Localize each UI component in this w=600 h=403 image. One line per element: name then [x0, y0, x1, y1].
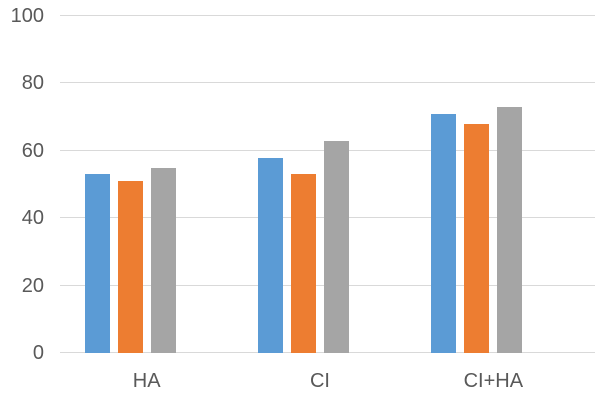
y-tick-label: 100 — [10, 5, 44, 27]
y-tick-label: 60 — [21, 139, 44, 162]
gridline — [60, 82, 595, 84]
bar-group-CI — [257, 140, 382, 353]
y-tick-label: 20 — [21, 274, 44, 297]
y-tick-label: 0 — [32, 342, 44, 364]
bar-group-CI+HA — [431, 107, 555, 353]
bar-CI+HA-series-gray — [497, 107, 523, 353]
category-slot-HA: HA — [60, 16, 233, 392]
bar-CI-series-orange — [290, 174, 316, 353]
bar-CI+HA-series-blue — [431, 113, 457, 353]
bar-HA-series-orange — [117, 181, 143, 353]
category-label: CI — [309, 370, 330, 392]
bar-HA-series-gray — [150, 167, 176, 353]
category-slot-CI+HA: CI+HA — [407, 16, 580, 392]
category-slot-CI: CI — [233, 16, 406, 392]
y-tick-label: 40 — [21, 207, 44, 230]
gridline — [60, 15, 595, 16]
bar-CI+HA-series-orange — [464, 123, 490, 353]
category-label: HA — [132, 370, 161, 392]
bar-group-HA — [84, 167, 209, 353]
category-label: CI+HA — [463, 370, 524, 392]
y-tick-label: 80 — [21, 72, 44, 95]
bar-CI-series-gray — [323, 140, 349, 353]
bar-CI-series-blue — [257, 157, 283, 353]
bar-HA-series-blue — [84, 174, 110, 353]
plot-area: HA CI CI+HA — [60, 15, 595, 392]
category-slots: HA CI CI+HA — [60, 16, 580, 392]
